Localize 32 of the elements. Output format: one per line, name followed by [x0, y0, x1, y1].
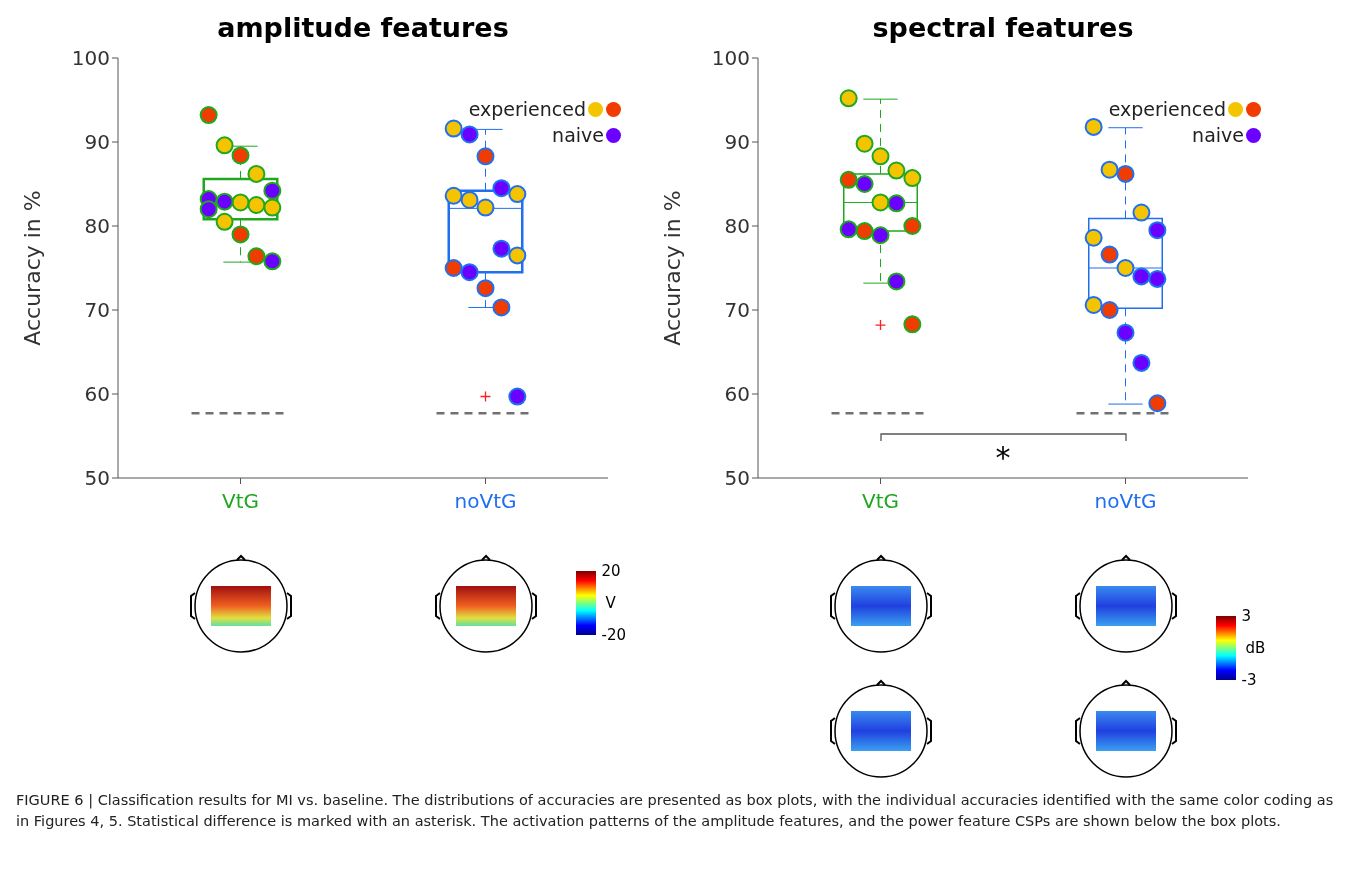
y-axis-title: Accuracy in %	[19, 190, 45, 346]
text: V	[605, 594, 616, 612]
y-tick-label: 80	[84, 214, 110, 239]
y-axis-title: Accuracy in %	[659, 190, 685, 346]
x-tick-label: VtG	[861, 489, 900, 513]
y-tick-label: 100	[711, 46, 750, 71]
text: 20	[601, 562, 621, 580]
annotation: *	[994, 440, 1012, 476]
x-tick-label: VtG	[221, 489, 260, 513]
y-tick-label: 90	[84, 130, 110, 155]
y-tick-label: 50	[84, 466, 110, 491]
text: -20	[601, 626, 626, 644]
y-tick-label: 70	[84, 298, 110, 323]
legend-label: experienced	[1108, 98, 1226, 120]
text: -3	[1241, 671, 1257, 689]
text: dB	[1245, 639, 1266, 657]
x-tick-label: noVtG	[454, 489, 517, 513]
y-tick-label: 80	[724, 214, 750, 239]
legend-label: naive	[552, 124, 604, 146]
y-tick-label: 60	[724, 382, 750, 407]
chart-title: spectral features	[871, 11, 1135, 45]
text: 3	[1241, 607, 1252, 625]
y-tick-label: 70	[724, 298, 750, 323]
y-tick-label: 100	[71, 46, 110, 71]
y-tick-label: 50	[724, 466, 750, 491]
y-tick-label: 60	[84, 382, 110, 407]
x-tick-label: noVtG	[1094, 489, 1157, 513]
legend-label: naive	[1192, 124, 1244, 146]
y-tick-label: 90	[724, 130, 750, 155]
legend-label: experienced	[468, 98, 586, 120]
caption: FIGURE 6 | Classification results for MI vs. baseline. The distributions of accuracies are presented as box plots, with the individual accuracies identified with the same color coding as in Figures 4, 5. Statistical difference is marked with an asterisk. The activation patterns of the amplitude features, and the power feature CSPs are shown below the box plots.	[16, 791, 1335, 831]
chart-title: amplitude features	[216, 11, 510, 45]
